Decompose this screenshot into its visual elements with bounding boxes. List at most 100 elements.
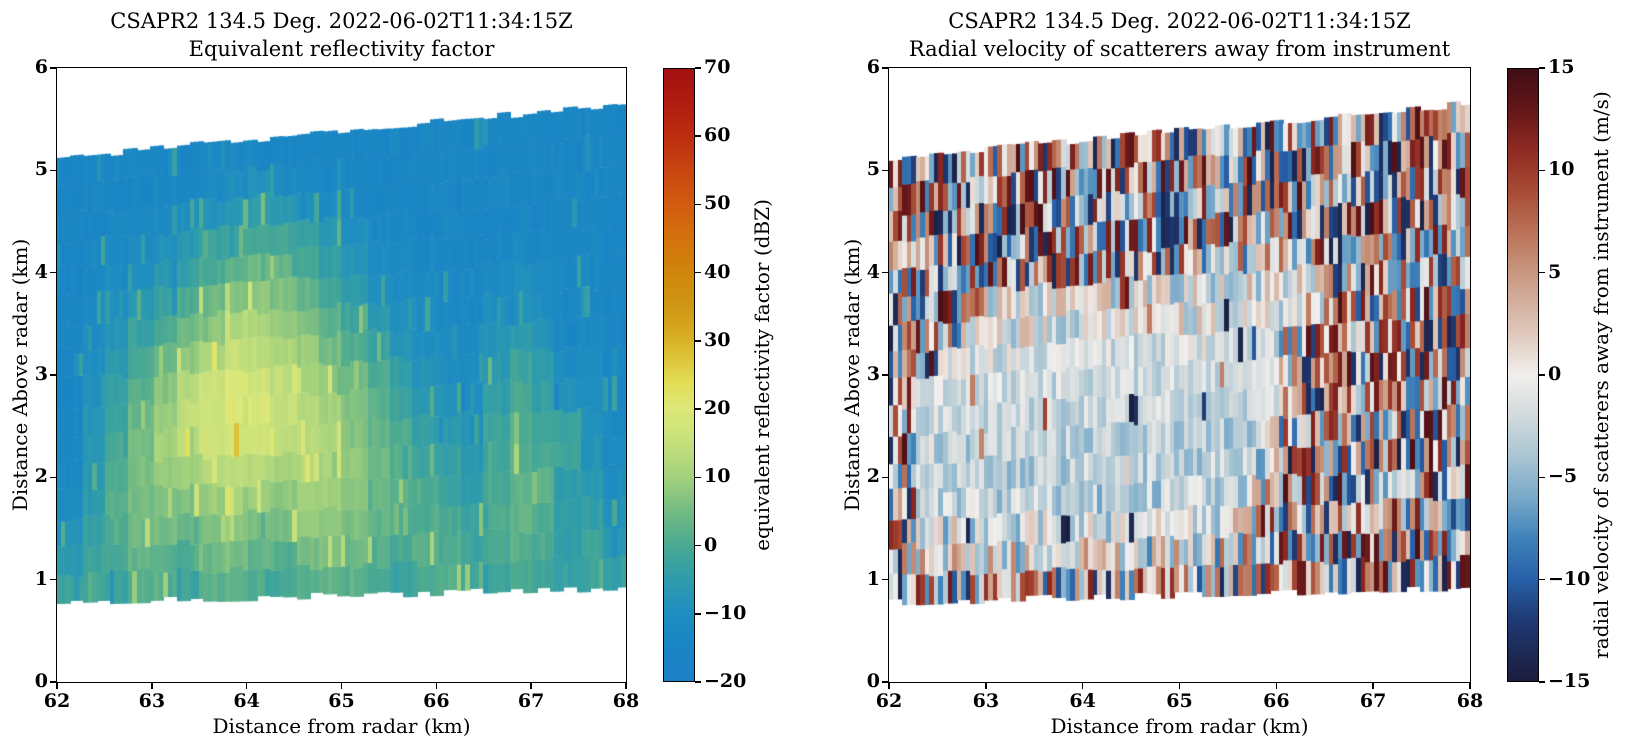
y-tick [50, 169, 57, 172]
x-tick-label: 62 [43, 690, 71, 712]
y-tick [50, 374, 57, 376]
y-tick [882, 374, 889, 376]
colorbar-tick [695, 476, 701, 479]
y-tick-label: 1 [34, 567, 48, 590]
x-tick-label: 67 [1359, 690, 1387, 712]
colorbar-tick [695, 135, 701, 137]
y-tick-label: 3 [34, 363, 48, 385]
y-tick-label: 5 [34, 158, 48, 181]
right-title-line1: CSAPR2 134.5 Deg. 2022-06-02T11:34:15Z [948, 9, 1411, 33]
x-tick-label: 65 [1166, 690, 1193, 712]
y-tick [50, 271, 57, 274]
y-tick [882, 681, 889, 683]
y-tick [882, 578, 889, 581]
y-tick-label: 2 [34, 465, 48, 488]
colorbar-tick [695, 203, 701, 206]
colorbar-tick-label: 50 [704, 192, 731, 215]
left-title-line1: CSAPR2 134.5 Deg. 2022-06-02T11:34:15Z [110, 9, 573, 33]
colorbar-tick [695, 271, 701, 274]
x-tick [985, 682, 987, 689]
y-tick [882, 169, 889, 172]
x-tick [1178, 682, 1181, 689]
colorbar-tick [695, 340, 701, 342]
y-tick-label: 4 [34, 260, 48, 283]
colorbar-tick-label: 70 [704, 56, 731, 78]
y-tick-label: 6 [866, 56, 880, 78]
y-tick-label: 0 [34, 670, 48, 692]
colorbar-tick-label: −20 [704, 670, 747, 692]
x-tick-label: 67 [517, 690, 545, 712]
x-tick-label: 68 [1456, 690, 1484, 712]
y-tick [882, 476, 889, 479]
x-tick-label: 66 [1263, 690, 1290, 712]
x-tick-label: 63 [138, 690, 166, 712]
reflectivity-colorbar [663, 68, 695, 682]
x-tick-label: 65 [328, 690, 355, 712]
right-panel-title: CSAPR2 134.5 Deg. 2022-06-02T11:34:15Z R… [889, 7, 1470, 63]
colorbar-tick [1539, 681, 1545, 683]
colorbar-tick-label: 15 [1548, 56, 1575, 78]
colorbar-tick-label: 5 [1548, 260, 1562, 283]
colorbar-tick-label: 60 [704, 124, 731, 147]
x-tick [56, 682, 58, 689]
x-tick-label: 68 [612, 690, 640, 712]
left-title-line2: Equivalent reflectivity factor [188, 37, 495, 61]
right-title-line2: Radial velocity of scatterers away from … [908, 37, 1451, 61]
x-tick-label: 63 [972, 690, 1000, 712]
x-tick [1275, 682, 1278, 689]
colorbar-tick-label: −5 [1548, 465, 1578, 488]
colorbar-tick [695, 681, 701, 683]
y-tick [50, 578, 57, 581]
velocity-heatmap [889, 68, 1470, 682]
x-tick [625, 682, 627, 689]
y-tick-label: 2 [866, 465, 880, 488]
y-tick [882, 67, 889, 69]
colorbar-tick-label: 20 [704, 397, 731, 420]
reflectivity-colorbar-label: equivalent reflectivity factor (dBZ) [750, 199, 774, 551]
colorbar-tick [695, 544, 701, 547]
x-tick [530, 682, 532, 689]
x-tick [340, 682, 343, 689]
y-tick [50, 476, 57, 479]
y-tick-label: 4 [866, 260, 880, 283]
y-tick-label: 5 [866, 158, 880, 181]
x-tick-label: 64 [233, 690, 260, 712]
x-tick-label: 64 [1069, 690, 1096, 712]
x-tick-label: 62 [875, 690, 903, 712]
colorbar-tick [695, 408, 701, 410]
colorbar-tick-label: 10 [1548, 158, 1575, 181]
y-tick-label: 0 [866, 670, 880, 692]
colorbar-tick [695, 67, 701, 69]
velocity-colorbar [1507, 68, 1539, 682]
x-tick [888, 682, 890, 689]
y-tick-label: 1 [866, 567, 880, 590]
colorbar-tick-label: 10 [704, 465, 731, 488]
x-tick [1469, 682, 1471, 689]
y-tick [882, 271, 889, 274]
y-tick-label: 6 [34, 56, 48, 78]
colorbar-tick-label: −15 [1548, 670, 1591, 692]
x-tick [1081, 682, 1084, 689]
x-tick [151, 682, 153, 689]
colorbar-tick [1539, 374, 1545, 376]
colorbar-tick-label: 0 [704, 533, 718, 556]
colorbar-tick-label: 0 [1548, 363, 1562, 385]
y-tick [50, 67, 57, 69]
left-xaxis-label: Distance from radar (km) [212, 714, 471, 738]
x-tick [1372, 682, 1374, 689]
colorbar-tick [1539, 169, 1545, 172]
colorbar-tick [1539, 271, 1545, 274]
y-tick [50, 681, 57, 683]
reflectivity-heatmap [57, 68, 626, 682]
colorbar-tick [1539, 476, 1545, 479]
colorbar-tick-label: 40 [704, 260, 731, 283]
colorbar-tick-label: 30 [704, 328, 731, 351]
left-panel-title: CSAPR2 134.5 Deg. 2022-06-02T11:34:15Z E… [57, 7, 626, 63]
colorbar-tick [1539, 67, 1545, 69]
x-tick [435, 682, 438, 689]
colorbar-tick-label: −10 [1548, 567, 1591, 590]
colorbar-tick [695, 613, 701, 615]
y-tick-label: 3 [866, 363, 880, 385]
x-tick-label: 66 [423, 690, 450, 712]
